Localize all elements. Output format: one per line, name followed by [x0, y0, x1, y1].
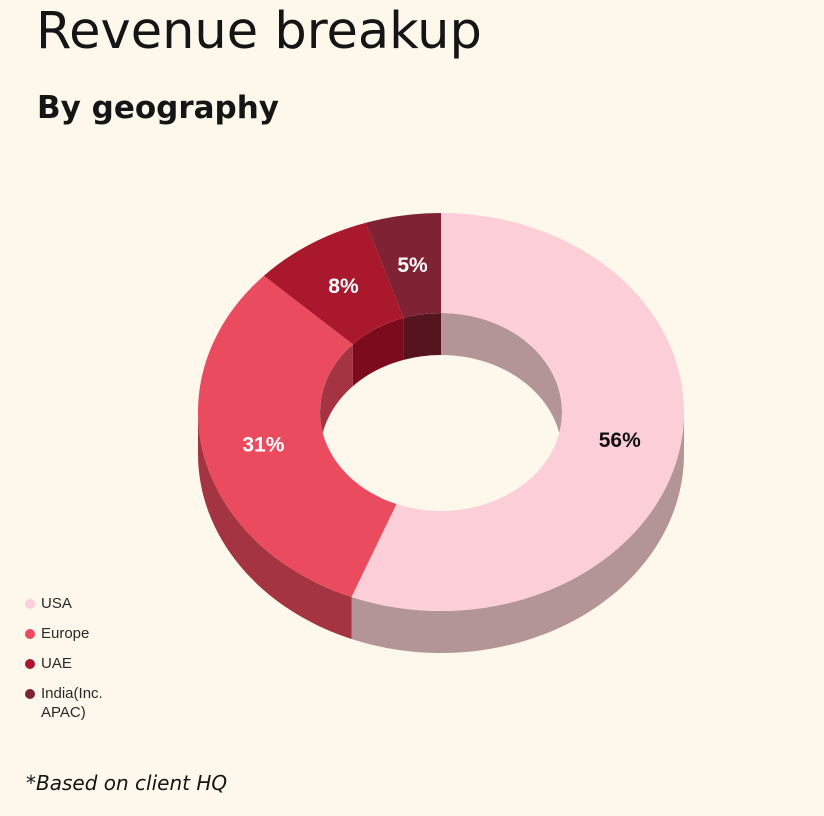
- legend-swatch-europe: [25, 629, 35, 639]
- legend-label: UAE: [41, 655, 72, 672]
- donut-depth: [198, 412, 684, 653]
- data-label-uae: 8%: [328, 275, 359, 298]
- legend-item-usa[interactable]: USA: [25, 594, 145, 613]
- slice-usa[interactable]: [351, 213, 684, 611]
- legend-item-europe[interactable]: Europe: [25, 624, 145, 643]
- footnote: *Based on client HQ: [26, 771, 228, 795]
- slice-uae[interactable]: [263, 222, 404, 345]
- legend-item-india-inc-apac[interactable]: India(Inc. APAC): [25, 684, 145, 722]
- legend-label: India(Inc. APAC): [41, 685, 103, 721]
- legend-swatch-usa: [25, 599, 35, 609]
- slice-inner-europe: [320, 344, 353, 454]
- chart-title: Revenue breakup: [36, 2, 482, 61]
- chart-legend: USA Europe UAE India(Inc. APAC): [25, 594, 145, 733]
- data-label-india-inc-apac: 5%: [397, 254, 428, 277]
- slice-inner-usa: [441, 313, 562, 454]
- data-label-usa: 56%: [599, 429, 641, 452]
- slice-india-inc-apac[interactable]: [365, 213, 441, 318]
- slice-side-europe: [198, 412, 352, 640]
- donut-labels: 56% 31% 8% 5%: [242, 254, 641, 457]
- donut-inner-wall: [320, 313, 562, 454]
- legend-label: USA: [41, 595, 72, 612]
- slice-inner-uae: [352, 317, 404, 387]
- legend-label: Europe: [41, 625, 90, 642]
- data-label-europe: 31%: [242, 434, 284, 457]
- slice-europe[interactable]: [197, 275, 397, 598]
- slice-inner-india-inc-apac: [403, 313, 441, 360]
- legend-swatch-uae: [25, 659, 35, 669]
- legend-item-uae[interactable]: UAE: [25, 654, 145, 673]
- slice-side-usa: [351, 412, 684, 653]
- chart-subtitle: By geography: [37, 90, 280, 126]
- donut-top: [197, 213, 684, 611]
- legend-swatch-india-inc-apac: [25, 689, 35, 699]
